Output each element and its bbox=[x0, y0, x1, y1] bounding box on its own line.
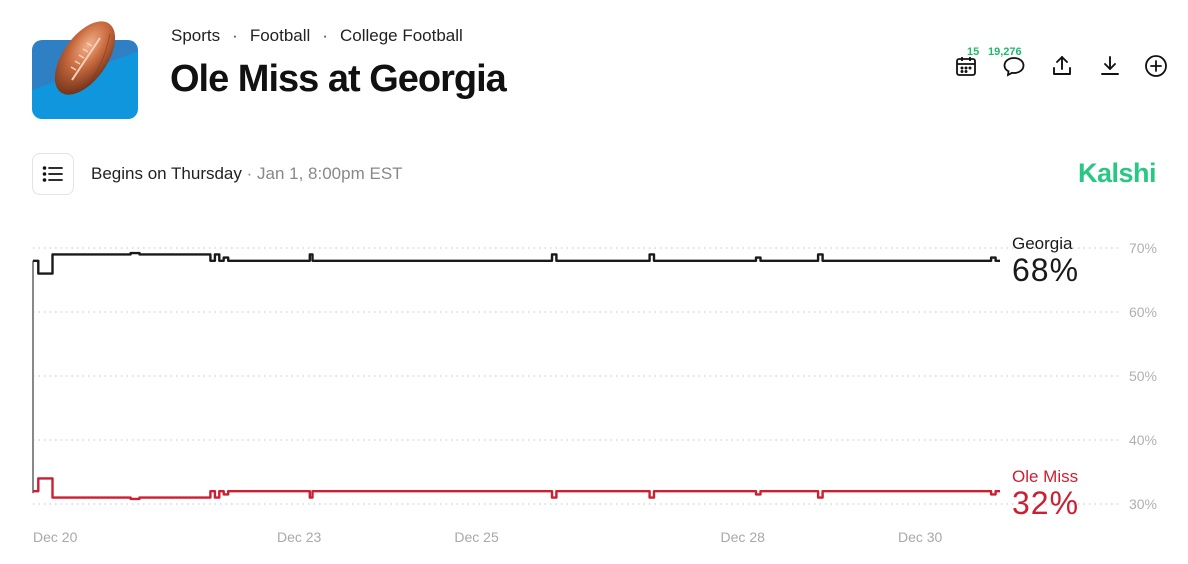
list-icon bbox=[42, 166, 63, 182]
y-tick-label: 60% bbox=[1129, 304, 1157, 320]
share-icon bbox=[1053, 56, 1071, 75]
x-tick-label: Dec 30 bbox=[898, 529, 943, 545]
series-name-georgia: Georgia bbox=[1012, 234, 1073, 253]
header-actions: 15 19,276 bbox=[952, 46, 1167, 82]
series-line-georgia bbox=[33, 251, 1000, 275]
series-label-ole-miss: Ole Miss 32% bbox=[1012, 467, 1080, 521]
breadcrumb-separator: · bbox=[322, 26, 328, 45]
football-icon bbox=[54, 21, 116, 95]
x-tick-label: Dec 25 bbox=[454, 529, 499, 545]
y-tick-label: 70% bbox=[1129, 240, 1157, 256]
breadcrumb: Sports · Football · College Football bbox=[171, 26, 463, 46]
series-line-ole-miss bbox=[33, 477, 1000, 501]
brand-logo: Kalshi bbox=[1077, 158, 1157, 188]
schedule-info: Begins on Thursday · Jan 1, 8:00pm EST bbox=[91, 164, 403, 184]
series-name-ole-miss: Ole Miss bbox=[1012, 467, 1079, 486]
y-tick-label: 50% bbox=[1129, 368, 1157, 384]
list-button[interactable] bbox=[32, 153, 74, 195]
calendar-button[interactable] bbox=[952, 50, 980, 82]
download-icon bbox=[1101, 56, 1119, 75]
breadcrumb-sports[interactable]: Sports bbox=[171, 26, 221, 45]
series-value-georgia: 68% bbox=[1012, 252, 1080, 288]
comments-count: 19,276 bbox=[988, 46, 1022, 58]
add-button[interactable] bbox=[1144, 50, 1168, 82]
begins-text: Begins on Thursday bbox=[91, 164, 242, 183]
breadcrumb-separator: · bbox=[232, 26, 238, 45]
page-title: Ole Miss at Georgia bbox=[170, 58, 507, 100]
x-tick-label: Dec 23 bbox=[277, 529, 322, 545]
download-button[interactable] bbox=[1096, 50, 1124, 82]
x-tick-label: Dec 28 bbox=[721, 529, 766, 545]
series-value-ole-miss: 32% bbox=[1012, 485, 1080, 521]
schedule-separator: · bbox=[241, 164, 258, 183]
calendar-count: 15 bbox=[967, 46, 980, 58]
y-tick-label: 30% bbox=[1129, 496, 1157, 512]
breadcrumb-college-football[interactable]: College Football bbox=[339, 26, 463, 45]
comments-button[interactable] bbox=[1000, 50, 1028, 82]
calendar-icon bbox=[956, 57, 976, 76]
add-icon bbox=[1145, 55, 1167, 77]
breadcrumb-football[interactable]: Football bbox=[249, 26, 311, 45]
series-label-georgia: Georgia 68% bbox=[1012, 234, 1080, 288]
y-tick-label: 40% bbox=[1129, 432, 1157, 448]
event-thumbnail bbox=[32, 14, 138, 119]
begins-date: Jan 1, 8:00pm EST bbox=[257, 164, 403, 183]
comment-icon bbox=[1003, 57, 1025, 77]
share-button[interactable] bbox=[1048, 50, 1076, 82]
x-tick-label: Dec 20 bbox=[33, 529, 78, 545]
